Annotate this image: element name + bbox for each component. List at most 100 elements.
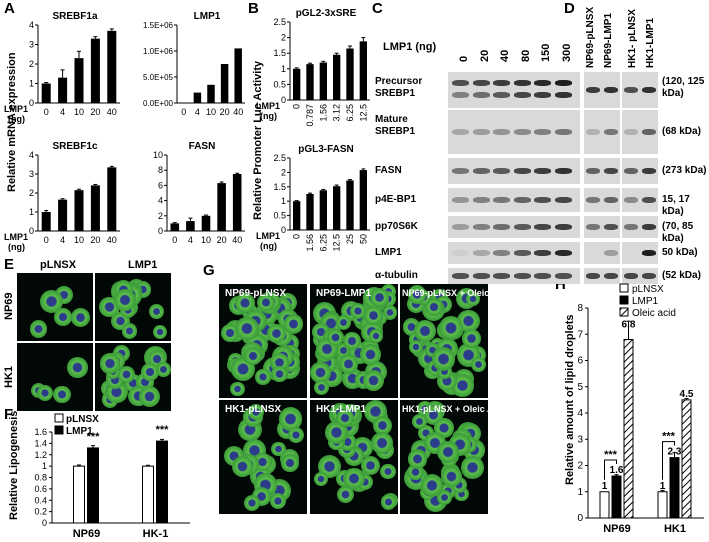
blot-band xyxy=(642,273,656,279)
legend-label: pLNSX xyxy=(632,284,664,295)
bar xyxy=(293,201,301,230)
blot-row-label: α-tubulin xyxy=(375,270,418,281)
chart-title: SREBF1c xyxy=(52,141,97,152)
blot-row-label: FASN xyxy=(375,165,402,176)
legend-label: pLNSX xyxy=(66,414,99,425)
y-tick-label: 1.5 xyxy=(273,48,286,58)
panel-e-col-lmp1: LMP1 xyxy=(128,259,158,271)
blot-size-label: (52 kDa) xyxy=(662,270,701,281)
blot-strip xyxy=(584,268,620,284)
blot-band xyxy=(642,224,656,230)
micrograph-label: HK1-pLNSX + Oleic Acid xyxy=(402,404,488,414)
blot-band xyxy=(493,168,510,174)
blot-band xyxy=(534,224,551,230)
blot-band xyxy=(624,197,638,203)
bar xyxy=(293,68,301,100)
bar xyxy=(90,38,100,103)
cell xyxy=(424,298,443,317)
micrograph-label: NP69-pLNSX + Oleic Acid xyxy=(402,288,488,298)
y-tick-label: 8 xyxy=(158,165,163,175)
blot-lane-label: HK1- pLNSX xyxy=(627,9,638,68)
cell xyxy=(278,407,303,431)
bar xyxy=(58,77,68,103)
legend-label: Oleic acid xyxy=(632,308,676,319)
bar xyxy=(193,92,202,103)
chart-title: LMP1 xyxy=(194,11,221,22)
micrograph xyxy=(95,343,171,411)
blot-lane-label: 300 xyxy=(560,43,573,62)
y-tick-label: 0 xyxy=(158,226,163,236)
cell xyxy=(244,494,261,511)
x-tick-label: 40 xyxy=(232,235,242,245)
blot-band xyxy=(604,273,618,279)
blot-band xyxy=(493,80,510,86)
blot-band xyxy=(586,250,600,256)
panel-label-a: A xyxy=(4,0,15,17)
chart-title: pGL2-3xSRE xyxy=(296,8,357,19)
blot-lane-label: 0 xyxy=(458,55,470,62)
blot-band xyxy=(604,197,618,203)
blot-band xyxy=(472,92,490,98)
blot-band xyxy=(472,80,490,86)
panel-e-col-plnsx: pLNSX xyxy=(40,259,77,271)
cell xyxy=(29,320,48,338)
blot-band xyxy=(642,168,656,174)
x-tick-label: 10 xyxy=(74,235,84,245)
significance-marker: *** xyxy=(156,424,170,436)
blot-band xyxy=(452,250,469,256)
y-tick-label: 0.4 xyxy=(34,495,47,505)
blot-band xyxy=(534,273,551,279)
cell xyxy=(67,357,88,378)
x-tick-label: HK-1 xyxy=(143,528,169,540)
x-tick-label: 25 xyxy=(345,234,355,244)
x-axis-name: (ng) xyxy=(260,111,277,121)
blot-band xyxy=(604,129,618,135)
x-tick-label: 10 xyxy=(206,107,216,117)
blot-band xyxy=(604,87,618,93)
cell xyxy=(220,324,239,342)
cell xyxy=(451,374,474,397)
blot-size-label: 15, 17 kDa) xyxy=(662,194,690,217)
bar xyxy=(319,190,327,230)
y-tick-label: 6 xyxy=(577,356,583,367)
blot-band xyxy=(452,129,469,135)
significance-marker: *** xyxy=(604,449,618,461)
cell xyxy=(243,346,262,365)
micrograph xyxy=(95,273,171,341)
bar xyxy=(74,58,84,103)
x-tick-label: 10 xyxy=(74,107,84,117)
micrograph: HK1-pLNSX xyxy=(219,400,307,514)
cell xyxy=(368,328,383,343)
x-axis-name: (ng) xyxy=(8,114,25,124)
bar xyxy=(41,212,51,231)
x-tick-label: NP69 xyxy=(73,528,101,540)
y-tick-label: 0.2 xyxy=(34,507,47,517)
x-axis-name: LMP1 xyxy=(256,231,280,241)
x-axis-name: LMP1 xyxy=(4,232,28,242)
cell xyxy=(336,485,354,504)
cell xyxy=(248,403,265,420)
x-tick-label: 12.5 xyxy=(332,234,342,252)
bar xyxy=(346,180,354,230)
panel-label-g: G xyxy=(203,262,215,279)
micrograph xyxy=(17,343,93,411)
bar xyxy=(41,83,51,103)
bar xyxy=(220,64,229,103)
blot-band xyxy=(513,250,531,256)
bar xyxy=(73,465,85,524)
y-tick-label: 5.0E+05 xyxy=(143,73,174,82)
bar xyxy=(306,64,314,100)
blot-size-label: (120, 125 kDa) xyxy=(662,76,705,99)
cell xyxy=(342,331,361,350)
y-tick-label: 1.6 xyxy=(34,427,47,437)
y-tick-label: 0 xyxy=(42,518,47,528)
y-tick-label: 2.5 xyxy=(273,17,286,27)
y-tick-label: 1.5 xyxy=(273,182,286,192)
cell xyxy=(271,365,288,383)
chart-lipogenesis: 00.2 0.40.60.8 11.2 1.41.6 NP69 HK-1 *** *** pLN… xyxy=(34,413,190,540)
cell xyxy=(139,386,161,408)
blot-band xyxy=(513,129,531,135)
y-tick-label: 6 xyxy=(158,180,163,190)
